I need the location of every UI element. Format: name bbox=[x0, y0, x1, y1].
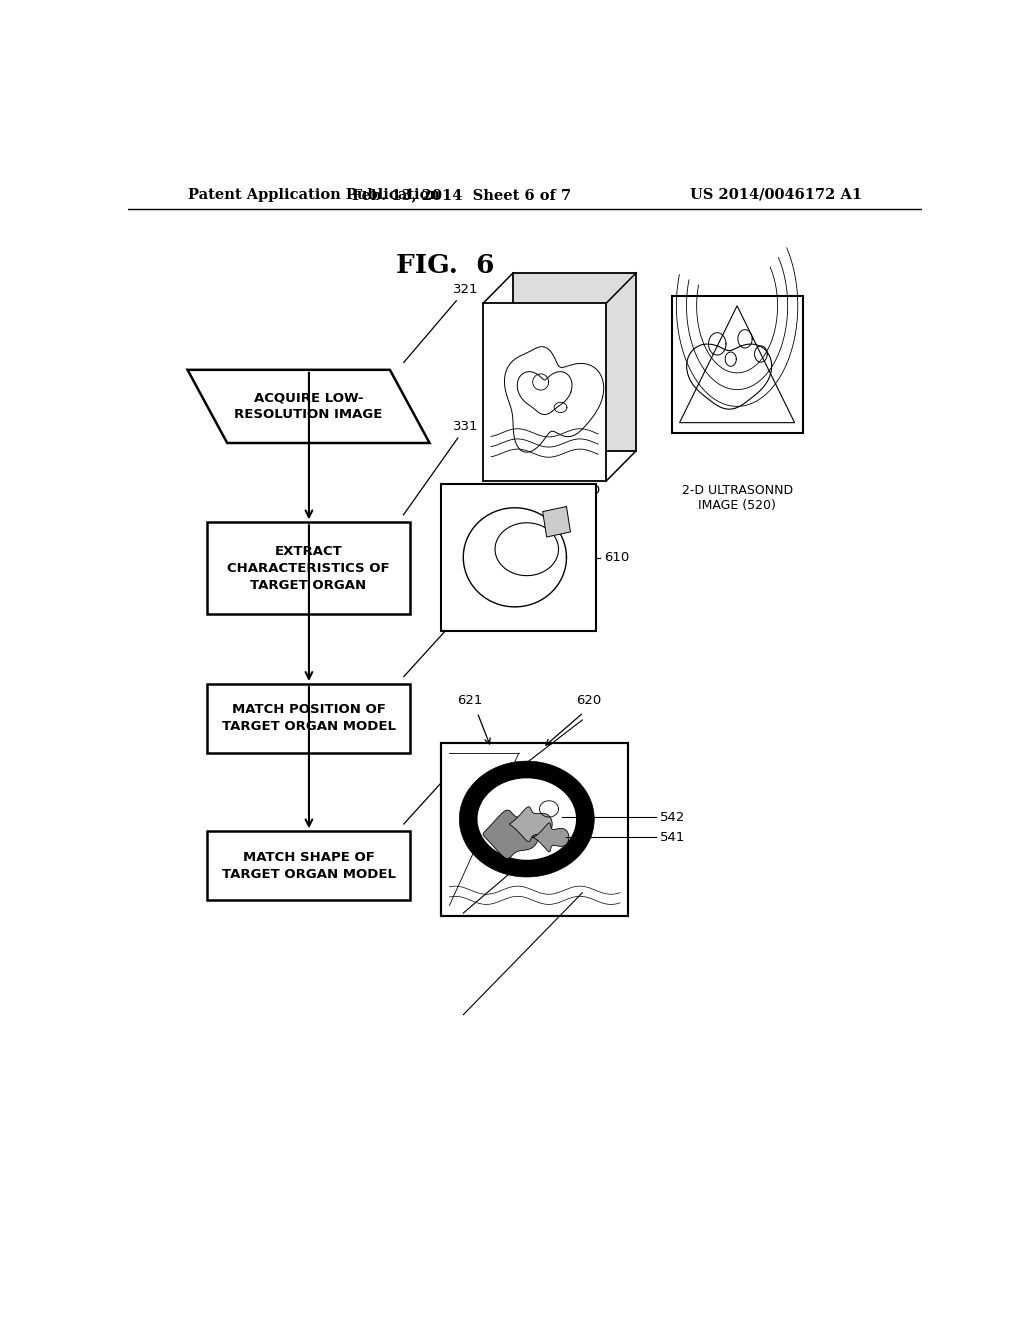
Polygon shape bbox=[187, 370, 430, 444]
Polygon shape bbox=[460, 762, 594, 876]
Text: 621: 621 bbox=[458, 694, 482, 708]
Text: FIG.  6: FIG. 6 bbox=[396, 252, 495, 277]
Polygon shape bbox=[483, 304, 606, 480]
Bar bbox=[441, 743, 628, 916]
Polygon shape bbox=[532, 822, 569, 851]
Text: EXTRACT
CHARACTERISTICS OF
TARGET ORGAN: EXTRACT CHARACTERISTICS OF TARGET ORGAN bbox=[227, 545, 390, 591]
Text: 2-D ULTRASONND
IMAGE (520): 2-D ULTRASONND IMAGE (520) bbox=[682, 483, 793, 512]
Bar bbox=[207, 832, 410, 900]
Text: Feb. 13, 2014  Sheet 6 of 7: Feb. 13, 2014 Sheet 6 of 7 bbox=[352, 187, 570, 202]
Text: MATCH POSITION OF
TARGET ORGAN MODEL: MATCH POSITION OF TARGET ORGAN MODEL bbox=[221, 704, 395, 734]
Bar bbox=[441, 483, 596, 631]
Text: 321: 321 bbox=[403, 282, 479, 363]
Bar bbox=[672, 296, 803, 433]
Bar bbox=[441, 743, 628, 916]
Text: US 2014/0046172 A1: US 2014/0046172 A1 bbox=[690, 187, 862, 202]
Polygon shape bbox=[477, 779, 575, 859]
Polygon shape bbox=[680, 306, 795, 422]
Polygon shape bbox=[513, 273, 636, 450]
Text: 541: 541 bbox=[659, 830, 685, 843]
Text: 620: 620 bbox=[575, 694, 601, 708]
Text: Patent Application Publication: Patent Application Publication bbox=[187, 187, 439, 202]
Text: 333: 333 bbox=[403, 748, 479, 824]
Text: ACQUIRE LOW-
RESOLUTION IMAGE: ACQUIRE LOW- RESOLUTION IMAGE bbox=[234, 392, 383, 421]
Polygon shape bbox=[543, 507, 570, 537]
Text: 542: 542 bbox=[659, 810, 685, 824]
Polygon shape bbox=[509, 807, 552, 842]
Text: 3-D ULTRASONND
IMAGE (510): 3-D ULTRASONND IMAGE (510) bbox=[489, 483, 600, 512]
Bar bbox=[207, 523, 410, 614]
Polygon shape bbox=[483, 810, 539, 858]
Text: 331: 331 bbox=[403, 420, 479, 515]
Text: 332: 332 bbox=[403, 602, 479, 677]
Text: MATCH SHAPE OF
TARGET ORGAN MODEL: MATCH SHAPE OF TARGET ORGAN MODEL bbox=[221, 851, 395, 880]
Text: 610: 610 bbox=[604, 552, 630, 565]
Bar bbox=[207, 684, 410, 752]
